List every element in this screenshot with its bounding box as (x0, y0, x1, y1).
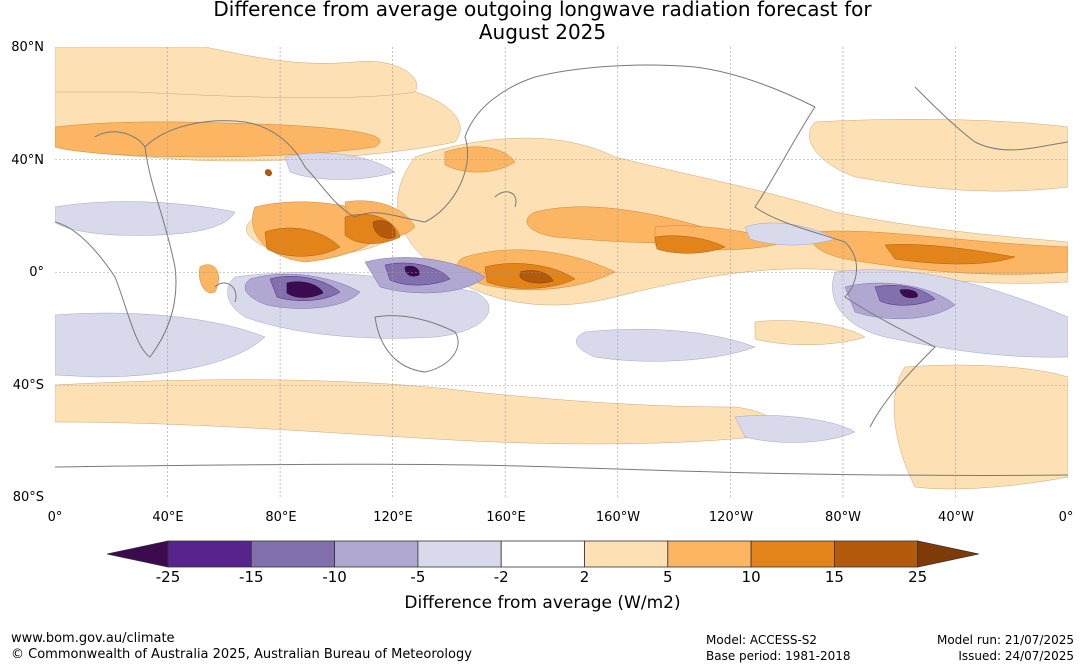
colorbar-tick-label: 5 (663, 568, 673, 586)
footer-copyright: © Commonwealth of Australia 2025, Austra… (11, 647, 472, 662)
footer-model: Model: ACCESS-S2 (706, 633, 818, 647)
olr-anomaly-map (55, 47, 1068, 498)
colorbar-segment (584, 540, 669, 568)
footer-issued: Issued: 24/07/2025 (958, 649, 1074, 663)
chart-title: Difference from average outgoing longwav… (0, 0, 1085, 44)
lon-label-40e: 40°E (152, 510, 184, 525)
lat-label-80n: 80°N (11, 40, 44, 55)
colorbar-segment (667, 540, 752, 568)
lat-label-80s: 80°S (12, 490, 44, 505)
map-panel (55, 47, 1068, 498)
footer-model-run: Model run: 21/07/2025 (936, 633, 1074, 647)
colorbar-segment (834, 540, 919, 568)
title-line-1: Difference from average outgoing longwav… (213, 0, 872, 21)
colorbar-tick-label: -2 (493, 568, 509, 586)
lon-label-120w: 120°W (708, 510, 754, 525)
colorbar-segment (417, 540, 502, 568)
colorbar-tick-label: 15 (824, 568, 844, 586)
map-gridlines (55, 47, 1068, 498)
colorbar-segment (500, 540, 585, 568)
colorbar-tick-label: 2 (579, 568, 590, 586)
lon-label-0-right: 0° (1058, 510, 1074, 525)
lon-label-40w: 40°W (938, 510, 974, 525)
colorbar-segment (167, 540, 252, 568)
lon-label-160e: 160°E (486, 510, 526, 525)
lat-label-40s: 40°S (12, 378, 44, 393)
footer-source: www.bom.gov.au/climate © Commonwealth of… (11, 631, 472, 663)
footer-url: www.bom.gov.au/climate (11, 631, 175, 646)
footer-base-period: Base period: 1981-2018 (706, 649, 851, 663)
lon-label-0-left: 0° (47, 510, 63, 525)
footer-model-info: Model: ACCESS-S2 Base period: 1981-2018 (706, 632, 851, 664)
colorbar-segment (250, 540, 336, 568)
anomaly-15-to-25-regions (264, 169, 554, 284)
footer-dates: Model run: 21/07/2025 Issued: 24/07/2025 (937, 632, 1074, 664)
colorbar-segment (334, 540, 419, 568)
colorbar-extend-low (107, 540, 169, 568)
lat-label-0: 0° (29, 265, 44, 280)
colorbar-segment (750, 540, 835, 568)
anomaly-minus-15-to-minus-25-regions (286, 265, 918, 298)
lat-label-40n: 40°N (11, 153, 44, 168)
colorbar-tick-label: 10 (741, 568, 761, 586)
colorbar-tick-label: 25 (908, 568, 928, 586)
lon-label-160w: 160°W (595, 510, 641, 525)
colorbar-tick-label: -10 (322, 568, 347, 586)
lon-label-120e: 120°E (373, 510, 413, 525)
colorbar (107, 540, 979, 568)
colorbar-tick-label: -25 (155, 568, 181, 586)
colorbar-tick-label: -5 (410, 568, 426, 586)
lon-label-80w: 80°W (825, 510, 861, 525)
title-line-2: August 2025 (478, 20, 607, 44)
colorbar-tick-label: -15 (239, 568, 264, 586)
colorbar-extend-high (917, 540, 979, 568)
lon-label-80e: 80°E (265, 510, 297, 525)
colorbar-segments (107, 540, 979, 568)
coastlines (55, 64, 1068, 476)
colorbar-label: Difference from average (W/m2) (404, 593, 681, 613)
